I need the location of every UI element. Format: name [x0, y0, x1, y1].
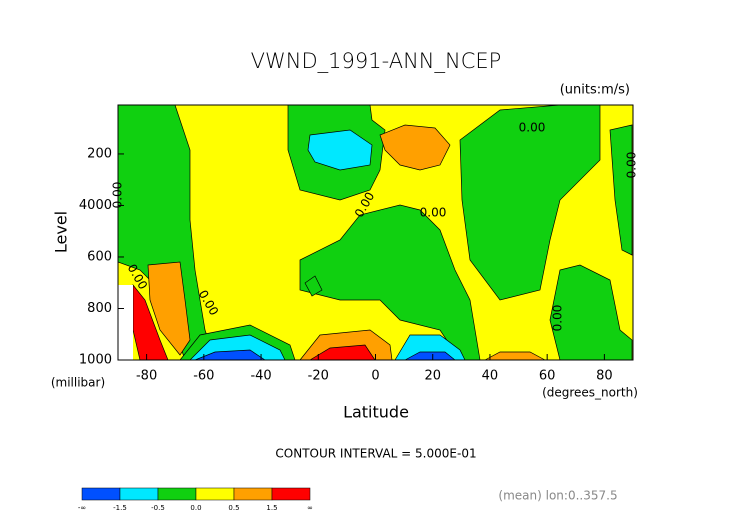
y-axis-label: Level [52, 211, 71, 253]
contour-label: 0.00 [625, 152, 639, 179]
contour-region [307, 129, 373, 171]
x-units: (degrees_north) [542, 386, 638, 400]
colorbar-swatch [81, 487, 121, 501]
footnote: (mean) lon:0..357.5 [498, 489, 617, 503]
y-tick-label: 4000 [79, 198, 112, 213]
x-tick-label: -60 [193, 369, 214, 384]
y-tick-label: 600 [87, 249, 112, 264]
colorbar-swatch [157, 487, 197, 501]
chart-title: VWND_1991-ANN_NCEP [251, 49, 502, 73]
units: (units:m/s) [560, 83, 630, 98]
contour-region [609, 124, 633, 256]
y-tick-label: 200 [87, 146, 112, 161]
x-tick-label: 60 [539, 369, 556, 384]
contour-region [549, 264, 633, 361]
contour-field [117, 104, 634, 361]
contour-label: 0.00 [420, 206, 447, 220]
colorbar-label: ∞ [307, 504, 313, 512]
x-tick-label: -80 [136, 369, 157, 384]
colorbar-label: 0.0 [190, 504, 201, 512]
y-tick-label: 800 [87, 301, 112, 316]
contour-interval: CONTOUR INTERVAL = 5.000E-01 [275, 447, 476, 461]
x-tick-label: 40 [482, 369, 499, 384]
colorbar-swatch [119, 487, 159, 501]
colorbar-label: -∞ [78, 504, 86, 512]
x-axis-label: Latitude [343, 403, 409, 422]
colorbar-label: -0.5 [151, 504, 165, 512]
x-tick-label: -40 [250, 369, 271, 384]
contour-label: 0.00 [551, 305, 565, 332]
x-tick-label: 20 [424, 369, 441, 384]
y-units: (millibar) [51, 376, 105, 390]
x-tick-label: -20 [308, 369, 329, 384]
contour-label: 0.00 [519, 121, 546, 135]
colorbar-label: 1.5 [266, 504, 277, 512]
contour-region [299, 204, 481, 361]
x-tick-label: 0 [371, 369, 379, 384]
colorbar-label: 0.5 [228, 504, 239, 512]
colorbar-swatch [195, 487, 235, 501]
colorbar-label: -1.5 [113, 504, 127, 512]
contour-region [379, 124, 451, 171]
y-tick-label: 1000 [79, 353, 112, 368]
contour-region [147, 261, 191, 356]
contour-region [459, 104, 601, 301]
colorbar-swatch [271, 487, 311, 501]
contour-label: 0.00 [111, 182, 125, 209]
x-tick-label: 80 [596, 369, 613, 384]
colorbar-swatch [233, 487, 273, 501]
no-data [118, 285, 133, 360]
contour-region [304, 275, 323, 297]
